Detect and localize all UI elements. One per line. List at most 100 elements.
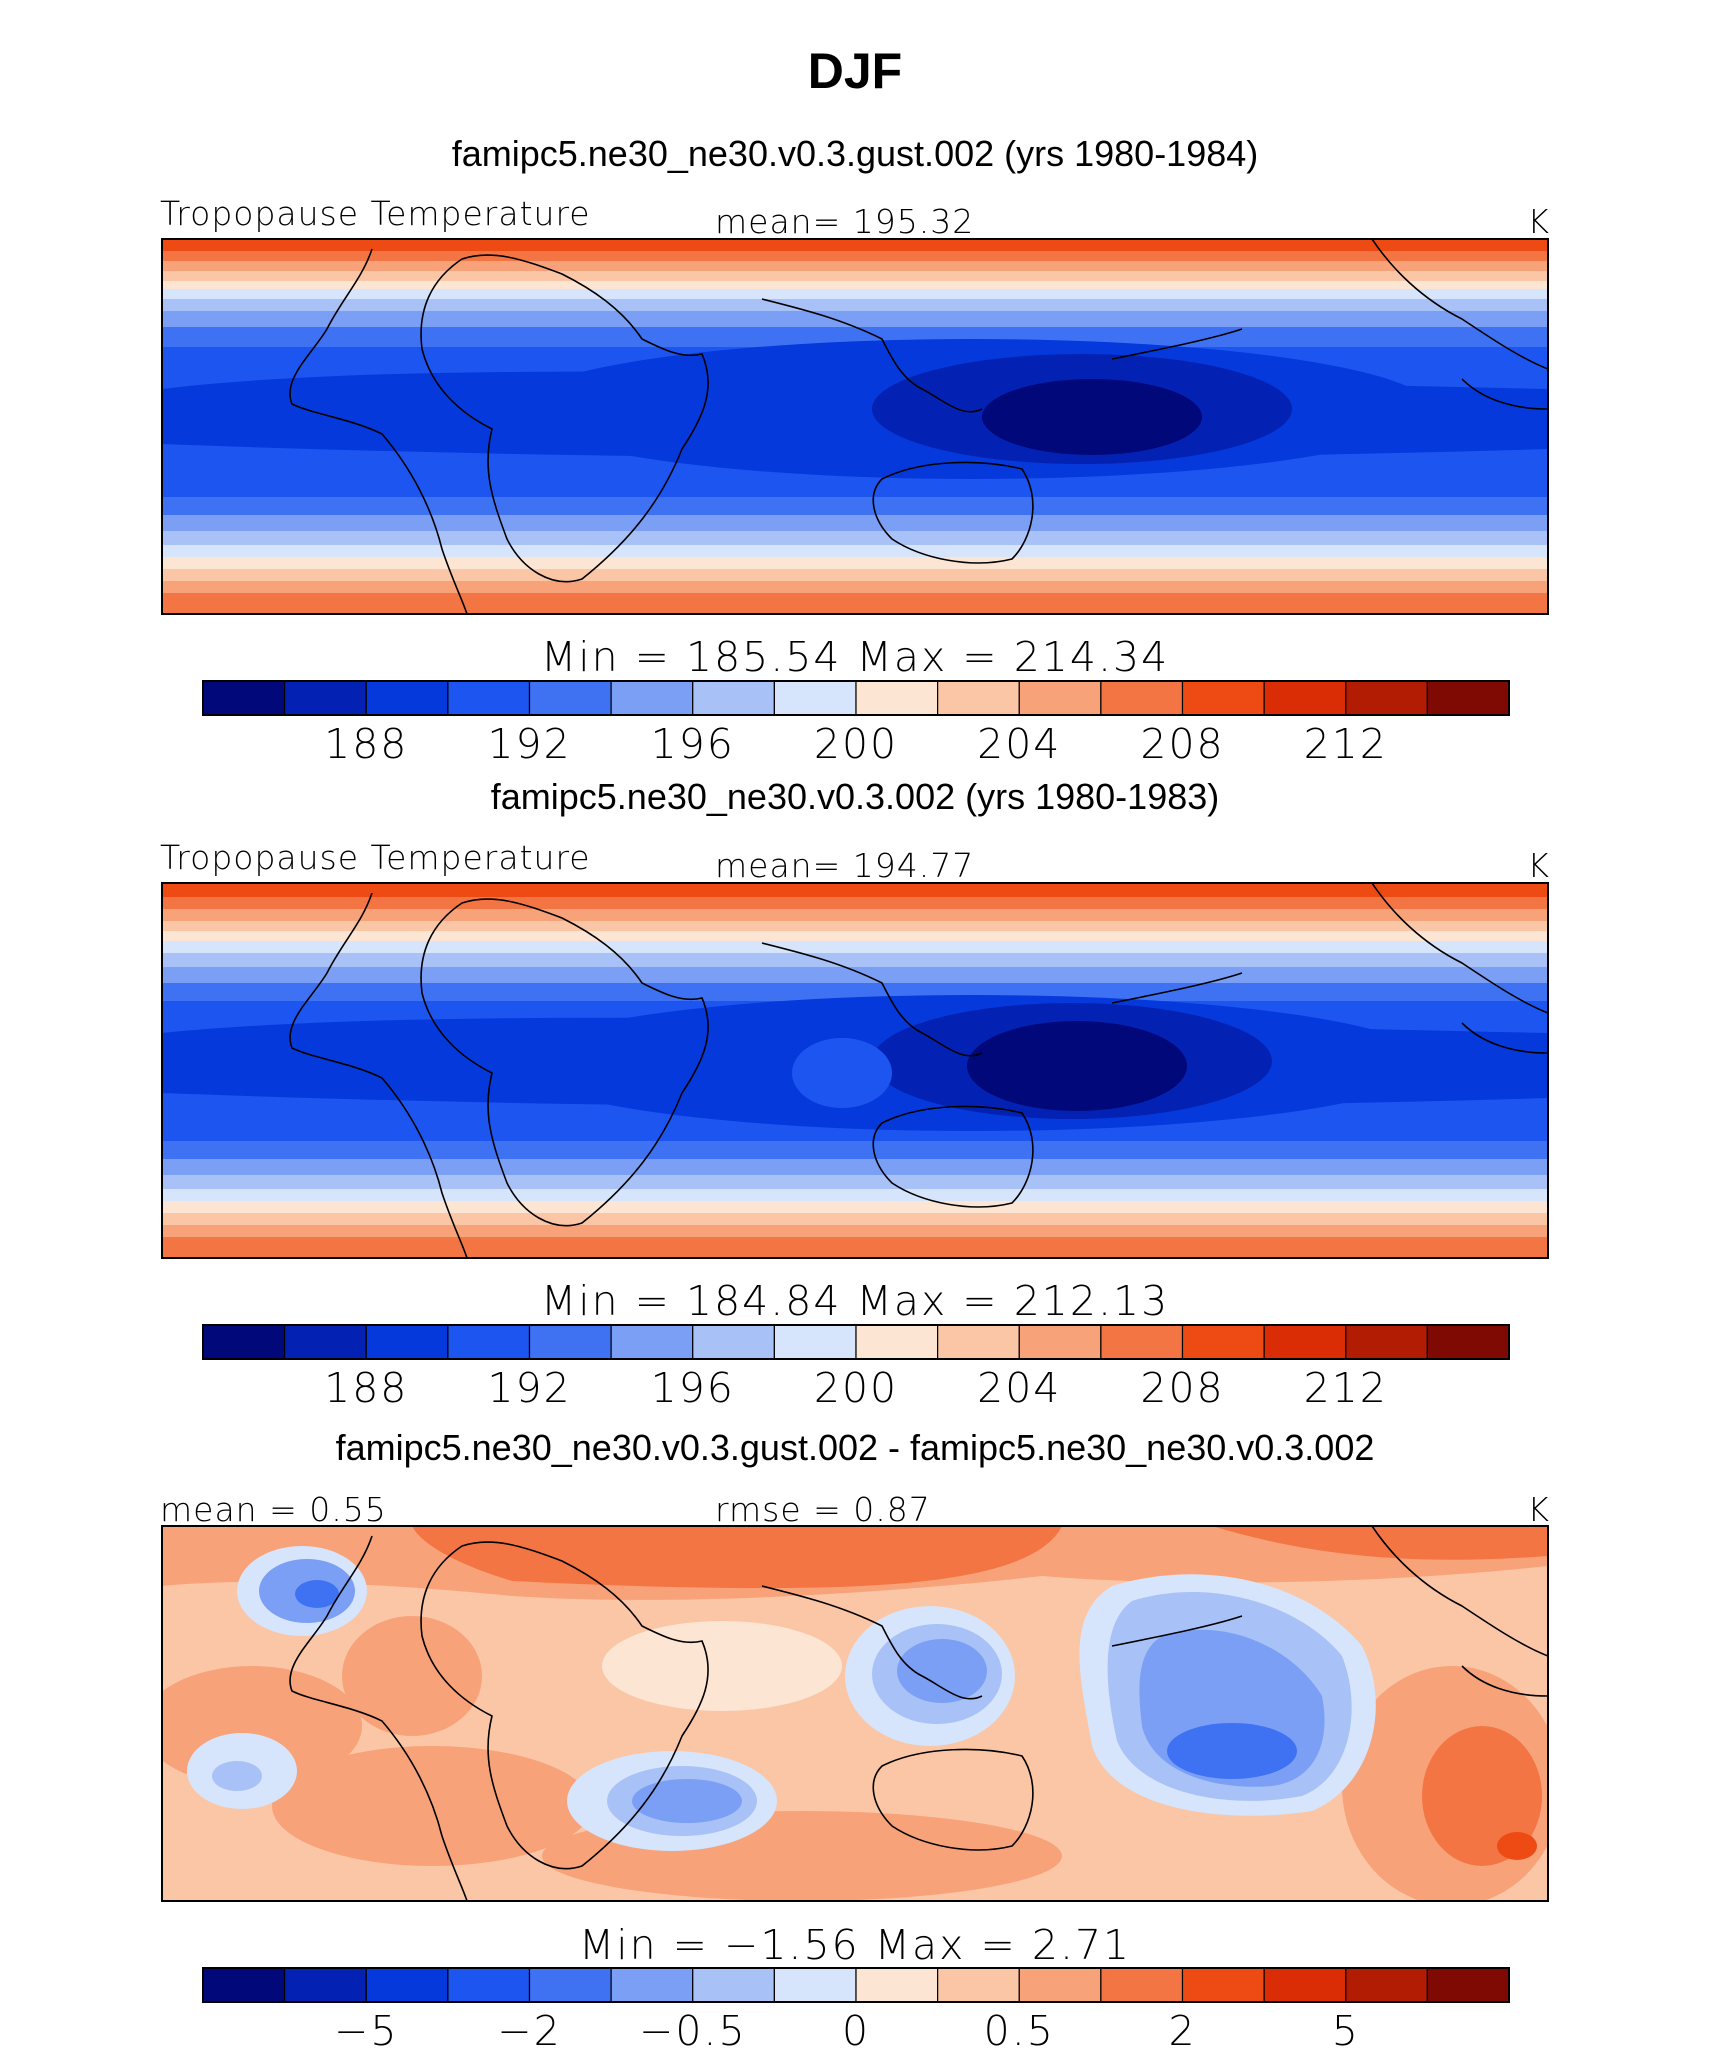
colorbar-swatch bbox=[284, 680, 367, 716]
colorbar-swatch bbox=[1263, 680, 1347, 716]
panel-3-coastlines bbox=[289, 1525, 1549, 1902]
colorbar-swatch bbox=[1018, 680, 1102, 716]
colorbar-swatch bbox=[1263, 1324, 1347, 1360]
colorbar-swatch bbox=[447, 680, 531, 716]
colorbar-tick-label: 188 bbox=[324, 1364, 408, 1412]
colorbar-tick-label: 192 bbox=[487, 720, 571, 768]
colorbar-tick-label: 208 bbox=[1140, 1364, 1224, 1412]
colorbar-swatch bbox=[1181, 1967, 1265, 2003]
colorbar-swatch bbox=[1345, 1324, 1428, 1360]
colorbar-swatch bbox=[447, 1324, 531, 1360]
colorbar-frame bbox=[202, 1967, 1510, 2003]
panel-2-frame bbox=[161, 882, 1549, 1259]
colorbar-swatch bbox=[202, 680, 286, 716]
colorbar-swatch bbox=[1018, 1967, 1102, 2003]
colorbar-swatch bbox=[937, 1967, 1020, 2003]
colorbar-swatch bbox=[937, 680, 1020, 716]
colorbar-swatch bbox=[937, 1324, 1020, 1360]
colorbar-swatch bbox=[1345, 680, 1428, 716]
colorbar-swatch bbox=[1345, 1967, 1428, 2003]
panel-2-minmax: Min = 184.84 Max = 212.13 bbox=[541, 1277, 1169, 1325]
panel-1-minmax: Min = 185.54 Max = 214.34 bbox=[541, 633, 1169, 681]
panel-1-field bbox=[162, 239, 1548, 614]
colorbar-swatch bbox=[692, 680, 775, 716]
panel-2-variable-label: Tropopause Temperature bbox=[160, 838, 591, 877]
panel-2-units-label: K bbox=[1527, 846, 1549, 885]
colorbar-swatch bbox=[610, 680, 694, 716]
colorbar-tick-label: 0.5 bbox=[984, 2007, 1055, 2048]
colorbar-swatch bbox=[202, 1324, 286, 1360]
panel-1-coastlines bbox=[289, 238, 1549, 615]
colorbar-tick-label: 192 bbox=[487, 1364, 571, 1412]
colorbar-swatch bbox=[1263, 1967, 1347, 2003]
colorbar-tick-label: 212 bbox=[1304, 720, 1388, 768]
colorbar-swatch bbox=[773, 1967, 857, 2003]
colorbar-swatch bbox=[365, 680, 449, 716]
colorbar-tick-label: 204 bbox=[977, 720, 1061, 768]
colorbar-swatch bbox=[855, 680, 939, 716]
colorbar-tick-label: 208 bbox=[1140, 720, 1224, 768]
colorbar-tick-label: −0.5 bbox=[639, 2007, 747, 2048]
panel-1-variable-label: Tropopause Temperature bbox=[160, 194, 591, 233]
panel-3-units-label: K bbox=[1527, 1490, 1549, 1529]
panel-1-map bbox=[161, 238, 1549, 615]
colorbar-swatch bbox=[1181, 1324, 1265, 1360]
colorbar-swatch bbox=[1100, 1324, 1184, 1360]
colorbar-swatch bbox=[365, 1324, 449, 1360]
colorbar-tick-label: 212 bbox=[1304, 1364, 1388, 1412]
panel-3-subtitle: famipc5.ne30_ne30.v0.3.gust.002 - famipc… bbox=[336, 1427, 1375, 1468]
panel-3-field bbox=[162, 1526, 1548, 1901]
colorbar-swatch bbox=[284, 1324, 367, 1360]
colorbar-swatch bbox=[610, 1967, 694, 2003]
colorbar-swatch bbox=[1181, 680, 1265, 716]
colorbar-tick-label: 200 bbox=[814, 720, 898, 768]
panel-1-colorbar: 188 192 196 200 204 208 212 bbox=[202, 680, 1510, 768]
colorbar-frame bbox=[202, 680, 1510, 716]
colorbar-tick-label: 5 bbox=[1332, 2007, 1360, 2048]
panel-1-frame bbox=[161, 238, 1549, 615]
panel-1: famipc5.ne30_ne30.v0.3.gust.002 (yrs 198… bbox=[160, 133, 1549, 768]
colorbar-tick-label: 200 bbox=[814, 1364, 898, 1412]
colorbar-swatch bbox=[773, 680, 857, 716]
colorbar-frame bbox=[202, 1324, 1510, 1360]
panel-2-mean-label: mean= 194.77 bbox=[715, 846, 974, 885]
colorbar-swatch bbox=[692, 1967, 775, 2003]
colorbar-tick-label: 2 bbox=[1168, 2007, 1196, 2048]
colorbar-swatch bbox=[855, 1967, 939, 2003]
panel-2-map bbox=[161, 882, 1549, 1259]
colorbar-swatch bbox=[284, 1967, 367, 2003]
panel-2-colorbar: 188 192 196 200 204 208 212 bbox=[202, 1324, 1510, 1412]
colorbar-swatch bbox=[365, 1967, 449, 2003]
panel-2-coastlines bbox=[289, 882, 1549, 1259]
colorbar-swatch bbox=[1100, 1967, 1184, 2003]
colorbar-swatch bbox=[855, 1324, 939, 1360]
panel-3: famipc5.ne30_ne30.v0.3.gust.002 - famipc… bbox=[160, 1427, 1549, 2048]
panel-3-frame bbox=[161, 1525, 1549, 1902]
colorbar-swatch bbox=[1426, 680, 1510, 716]
panel-3-minmax: Min = −1.56 Max = 2.71 bbox=[579, 1921, 1131, 1969]
colorbar-swatch bbox=[1100, 680, 1184, 716]
colorbar-tick-label: 196 bbox=[651, 720, 735, 768]
panel-3-map bbox=[161, 1525, 1549, 1902]
figure-title: DJF bbox=[808, 43, 902, 99]
panel-1-units-label: K bbox=[1527, 202, 1549, 241]
panel-2-subtitle: famipc5.ne30_ne30.v0.3.002 (yrs 1980-198… bbox=[491, 776, 1220, 817]
colorbar-swatch bbox=[1426, 1324, 1510, 1360]
colorbar-tick-label: −2 bbox=[497, 2007, 561, 2048]
colorbar-tick-label: 204 bbox=[977, 1364, 1061, 1412]
panel-3-mean-label: mean = 0.55 bbox=[160, 1490, 387, 1529]
panel-3-colorbar: −5 −2 −0.5 0 0.5 2 5 bbox=[202, 1967, 1510, 2048]
colorbar-swatch bbox=[610, 1324, 694, 1360]
colorbar-swatch bbox=[528, 1324, 612, 1360]
colorbar-swatch bbox=[692, 1324, 775, 1360]
colorbar-tick-label: 0 bbox=[842, 2007, 870, 2048]
colorbar-swatch bbox=[773, 1324, 857, 1360]
colorbar-swatch bbox=[528, 680, 612, 716]
panel-1-mean-label: mean= 195.32 bbox=[715, 202, 974, 241]
colorbar-swatch bbox=[447, 1967, 531, 2003]
colorbar-tick-label: −5 bbox=[334, 2007, 398, 2048]
panel-2: famipc5.ne30_ne30.v0.3.002 (yrs 1980-198… bbox=[160, 776, 1549, 1412]
colorbar-tick-label: 196 bbox=[651, 1364, 735, 1412]
panel-2-field bbox=[162, 883, 1548, 1258]
